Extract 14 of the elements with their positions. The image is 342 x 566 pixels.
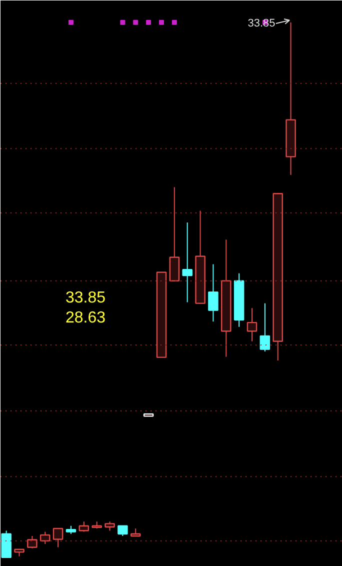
candlestick bbox=[182, 222, 192, 303]
candlestick bbox=[246, 308, 258, 342]
candlestick bbox=[104, 521, 115, 532]
annotation: 33.85 bbox=[248, 17, 276, 30]
candlestick bbox=[208, 264, 218, 322]
candlestick bbox=[260, 302, 270, 352]
candlestick bbox=[40, 531, 50, 545]
annotation: 28.63 bbox=[66, 310, 106, 326]
candlestick bbox=[27, 536, 38, 549]
candlestick bbox=[118, 525, 128, 537]
candlestick bbox=[169, 186, 180, 282]
candlestick bbox=[52, 528, 64, 548]
candlestick bbox=[1, 530, 12, 558]
annotation: 33.85 bbox=[66, 290, 106, 306]
